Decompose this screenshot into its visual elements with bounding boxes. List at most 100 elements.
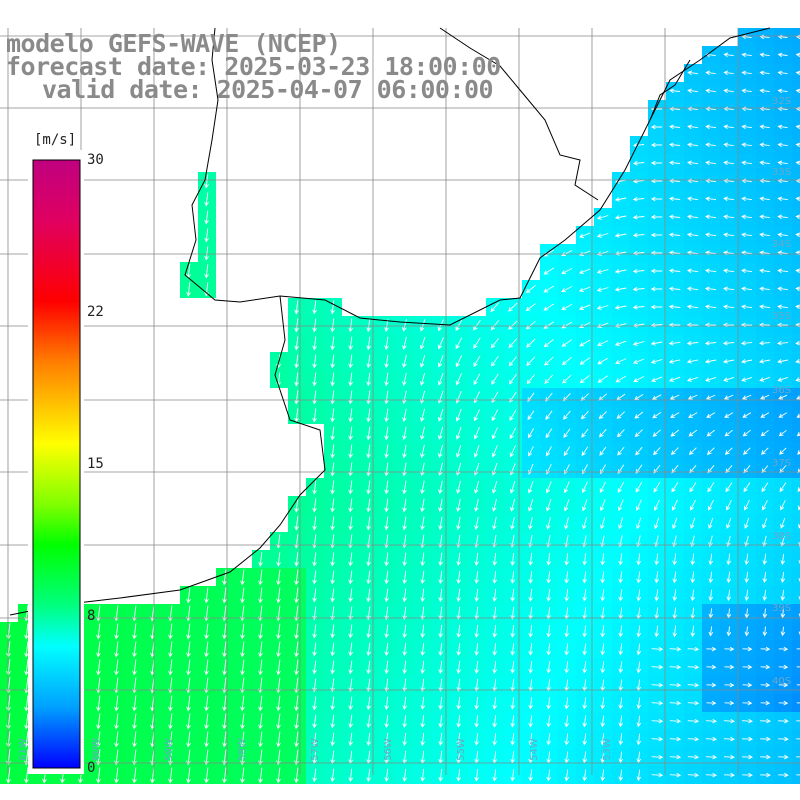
wind-arrow [312, 336, 317, 351]
wind-arrow [561, 304, 573, 311]
wind-arrow [544, 356, 554, 366]
wind-arrow [796, 666, 800, 668]
wind-arrow [780, 626, 786, 637]
wind-arrow [348, 408, 353, 423]
wind-arrow [258, 623, 263, 640]
wind-arrow [582, 679, 588, 692]
wind-arrow [348, 678, 353, 693]
wind-arrow [671, 499, 678, 511]
wind-arrow [672, 589, 678, 602]
wind-arrow [651, 700, 664, 706]
wind-arrow [561, 357, 572, 366]
wind-arrow [492, 625, 497, 638]
wind-arrow [348, 372, 353, 387]
wind-arrow [510, 733, 515, 746]
wind-arrow [240, 659, 245, 676]
wind-arrow [706, 664, 717, 670]
wind-arrow [474, 697, 479, 710]
wind-arrow [743, 482, 751, 493]
lon-label: 59W [163, 738, 175, 761]
wind-arrow [596, 287, 609, 292]
wind-arrow [186, 587, 191, 604]
wind-arrow [492, 588, 497, 602]
wind-cell [792, 280, 800, 298]
wind-arrow [384, 408, 389, 423]
wind-arrow [510, 498, 516, 512]
wind-arrow [186, 713, 191, 730]
wind-arrow [636, 643, 642, 656]
wind-arrow [474, 570, 479, 585]
wind-arrow [759, 268, 770, 274]
wind-arrow [705, 160, 716, 166]
wind-arrow [312, 498, 317, 513]
wind-arrow [456, 516, 461, 531]
wind-arrow [687, 196, 699, 202]
wind-arrow [294, 659, 299, 676]
wind-arrow [384, 354, 389, 369]
wind-arrow [276, 767, 281, 784]
wind-arrow [618, 697, 624, 710]
lat-lon-grid [0, 28, 800, 775]
wind-arrow [669, 646, 682, 652]
wind-arrow [723, 160, 734, 166]
wind-arrow [491, 480, 498, 494]
wind-arrow [599, 499, 606, 512]
wind-arrow [312, 696, 317, 711]
wind-arrow [456, 552, 461, 567]
wind-arrow [402, 768, 407, 782]
wind-arrow [690, 625, 696, 638]
wind-arrow [686, 214, 699, 220]
wind-arrow [779, 482, 787, 493]
wind-arrow [492, 606, 497, 620]
wind-arrow [687, 142, 699, 148]
wind-arrow [796, 774, 800, 776]
wind-arrow [330, 354, 335, 369]
wind-arrow [384, 444, 389, 459]
wind-arrow [168, 749, 173, 766]
wind-arrow [492, 498, 497, 512]
wind-arrow [491, 409, 499, 422]
wind-arrow [668, 196, 681, 202]
wind-arrow [186, 641, 191, 658]
wind-arrow [669, 736, 682, 742]
wind-arrow [491, 373, 499, 385]
wind-arrow [294, 731, 299, 748]
wind-arrow [636, 715, 642, 728]
wind-arrow [795, 359, 800, 364]
wind-arrow [491, 391, 499, 404]
wind-arrow [686, 232, 699, 238]
wind-arrow [686, 359, 699, 364]
wind-arrow [526, 356, 536, 366]
wind-arrow [722, 286, 735, 292]
wind-arrow [222, 713, 227, 730]
wind-arrow [420, 624, 425, 639]
wind-arrow [330, 498, 335, 513]
wind-arrow [474, 606, 479, 620]
wind-arrow [795, 232, 800, 238]
wind-arrow [438, 733, 443, 746]
wind-arrow [723, 754, 735, 760]
wind-arrow [797, 450, 800, 455]
wind-arrow [579, 339, 591, 347]
wind-arrow [597, 375, 608, 383]
wind-arrow [312, 678, 317, 693]
wind-arrow [704, 286, 717, 292]
wind-arrow [778, 429, 787, 437]
wind-arrow [581, 499, 588, 512]
wind-arrow [240, 713, 245, 730]
wind-arrow [741, 268, 753, 274]
lon-label: 54W [528, 738, 540, 761]
wind-arrow [384, 642, 389, 657]
wind-cell [792, 694, 800, 712]
wind-arrow [384, 732, 389, 747]
wind-arrow [780, 608, 786, 619]
wind-arrow [668, 286, 681, 292]
wind-arrow [402, 678, 407, 693]
wind-arrow [723, 718, 736, 724]
wind-arrow [779, 465, 787, 474]
wind-arrow [455, 355, 463, 368]
wind-arrow [420, 660, 425, 675]
wind-arrow [276, 695, 281, 712]
wind-arrow [222, 587, 227, 604]
wind-arrow [564, 625, 569, 638]
